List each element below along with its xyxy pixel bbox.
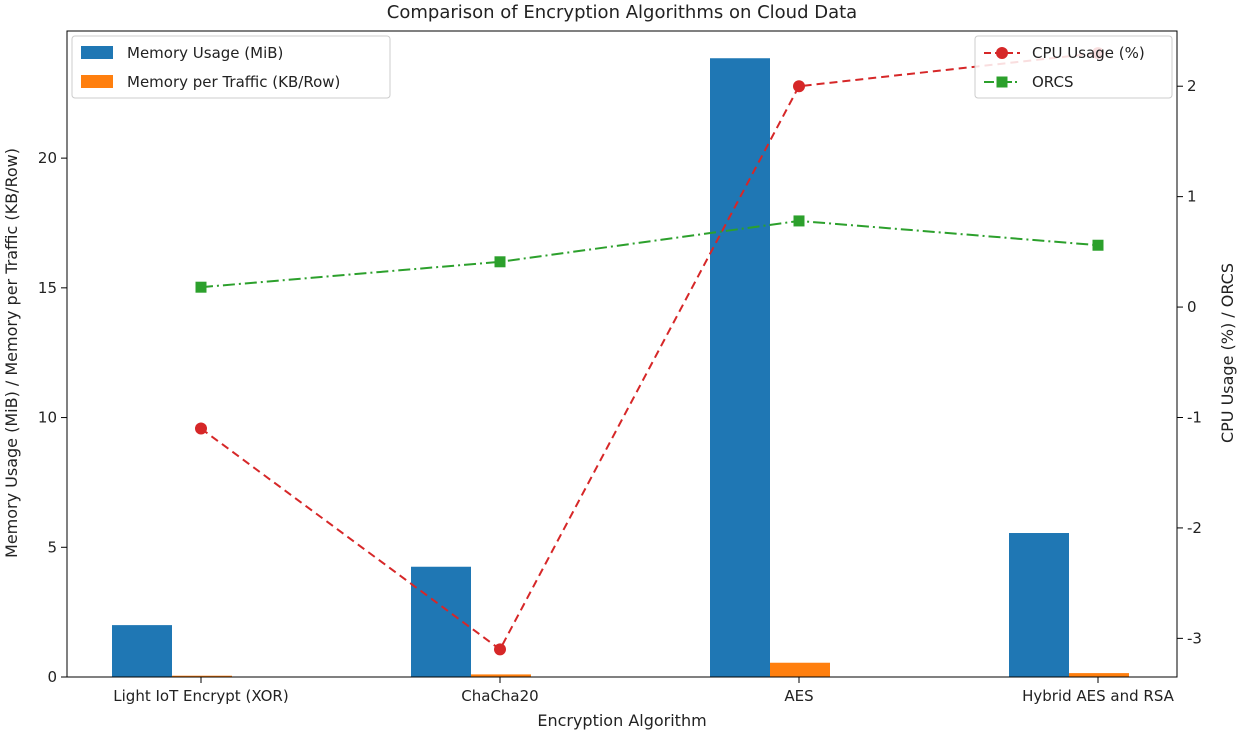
legend-label-orcs: ORCS (1032, 73, 1073, 91)
orcs-point-0 (195, 281, 207, 293)
legend-bars: Memory Usage (MiB) Memory per Traffic (KB… (71, 35, 391, 99)
legend-lines: CPU Usage (%) ORCS (974, 35, 1173, 99)
bar-memory-usage-0 (112, 625, 172, 677)
legend-marker-orcs (996, 76, 1008, 88)
cpu-usage-point-2 (793, 80, 805, 93)
bar-memory-usage-2 (710, 58, 770, 677)
left-y-tick-label-0: 0 (47, 668, 57, 686)
orcs-point-2 (793, 215, 805, 227)
x-tick-label-1: ChaCha20 (461, 687, 538, 705)
x-tick-label-0: Light IoT Encrypt (XOR) (113, 687, 288, 705)
bar-memory-per-traffic-0 (172, 675, 232, 677)
bar-memory-per-traffic-3 (1069, 673, 1129, 677)
legend-swatch-memory-usage (81, 46, 113, 59)
cpu-usage-point-0 (195, 422, 207, 435)
left-y-tick-label-4: 20 (38, 149, 57, 167)
right-y-tick-label-1: -2 (1187, 519, 1202, 537)
legend-lines-box (974, 35, 1173, 99)
cpu-usage-line (200, 52, 1099, 651)
right-y-axis-title: CPU Usage (%) / ORCS (1218, 263, 1237, 443)
x-axis-title: Encryption Algorithm (537, 711, 706, 730)
bar-memory-per-traffic-2 (770, 662, 830, 677)
left-y-tick-label-2: 10 (38, 409, 57, 427)
orcs-point-1 (494, 256, 506, 268)
legend-swatch-memory-per-traffic (81, 75, 113, 88)
right-y-tick-label-4: 1 (1187, 188, 1197, 206)
plot-frame (66, 30, 1178, 678)
legend-label-memory-usage: Memory Usage (MiB) (127, 44, 283, 62)
legend-label-cpu-usage: CPU Usage (%) (1032, 44, 1145, 62)
right-y-tick-label-0: -3 (1187, 629, 1202, 647)
orcs-point-3 (1092, 239, 1104, 251)
bar-memory-usage-1 (411, 566, 471, 677)
chart-title: Comparison of Encryption Algorithms on C… (387, 2, 857, 23)
bar-memory-usage-3 (1009, 533, 1069, 677)
bar-memory-per-traffic-1 (471, 674, 531, 677)
legend-marker-cpu-usage (996, 47, 1008, 59)
legend-bars-box (71, 35, 391, 99)
x-tick-label-3: Hybrid AES and RSA (1022, 687, 1175, 705)
right-y-tick-label-2: -1 (1187, 408, 1202, 426)
left-y-axis-title: Memory Usage (MiB) / Memory per Traffic … (2, 148, 21, 558)
right-y-tick-label-5: 2 (1187, 77, 1197, 95)
legend-label-memory-per-traffic: Memory per Traffic (KB/Row) (127, 73, 340, 91)
cpu-usage-point-1 (494, 643, 506, 656)
x-tick-label-2: AES (784, 687, 813, 705)
left-y-tick-label-3: 15 (38, 279, 57, 297)
right-y-tick-label-3: 0 (1187, 298, 1197, 316)
left-y-tick-label-1: 5 (47, 538, 57, 556)
plot-area: 0 5 10 15 20 -3 -2 -1 0 1 2 Light IoT Encrypt (XOR)… (38, 30, 1202, 705)
orcs-line (200, 219, 1099, 289)
